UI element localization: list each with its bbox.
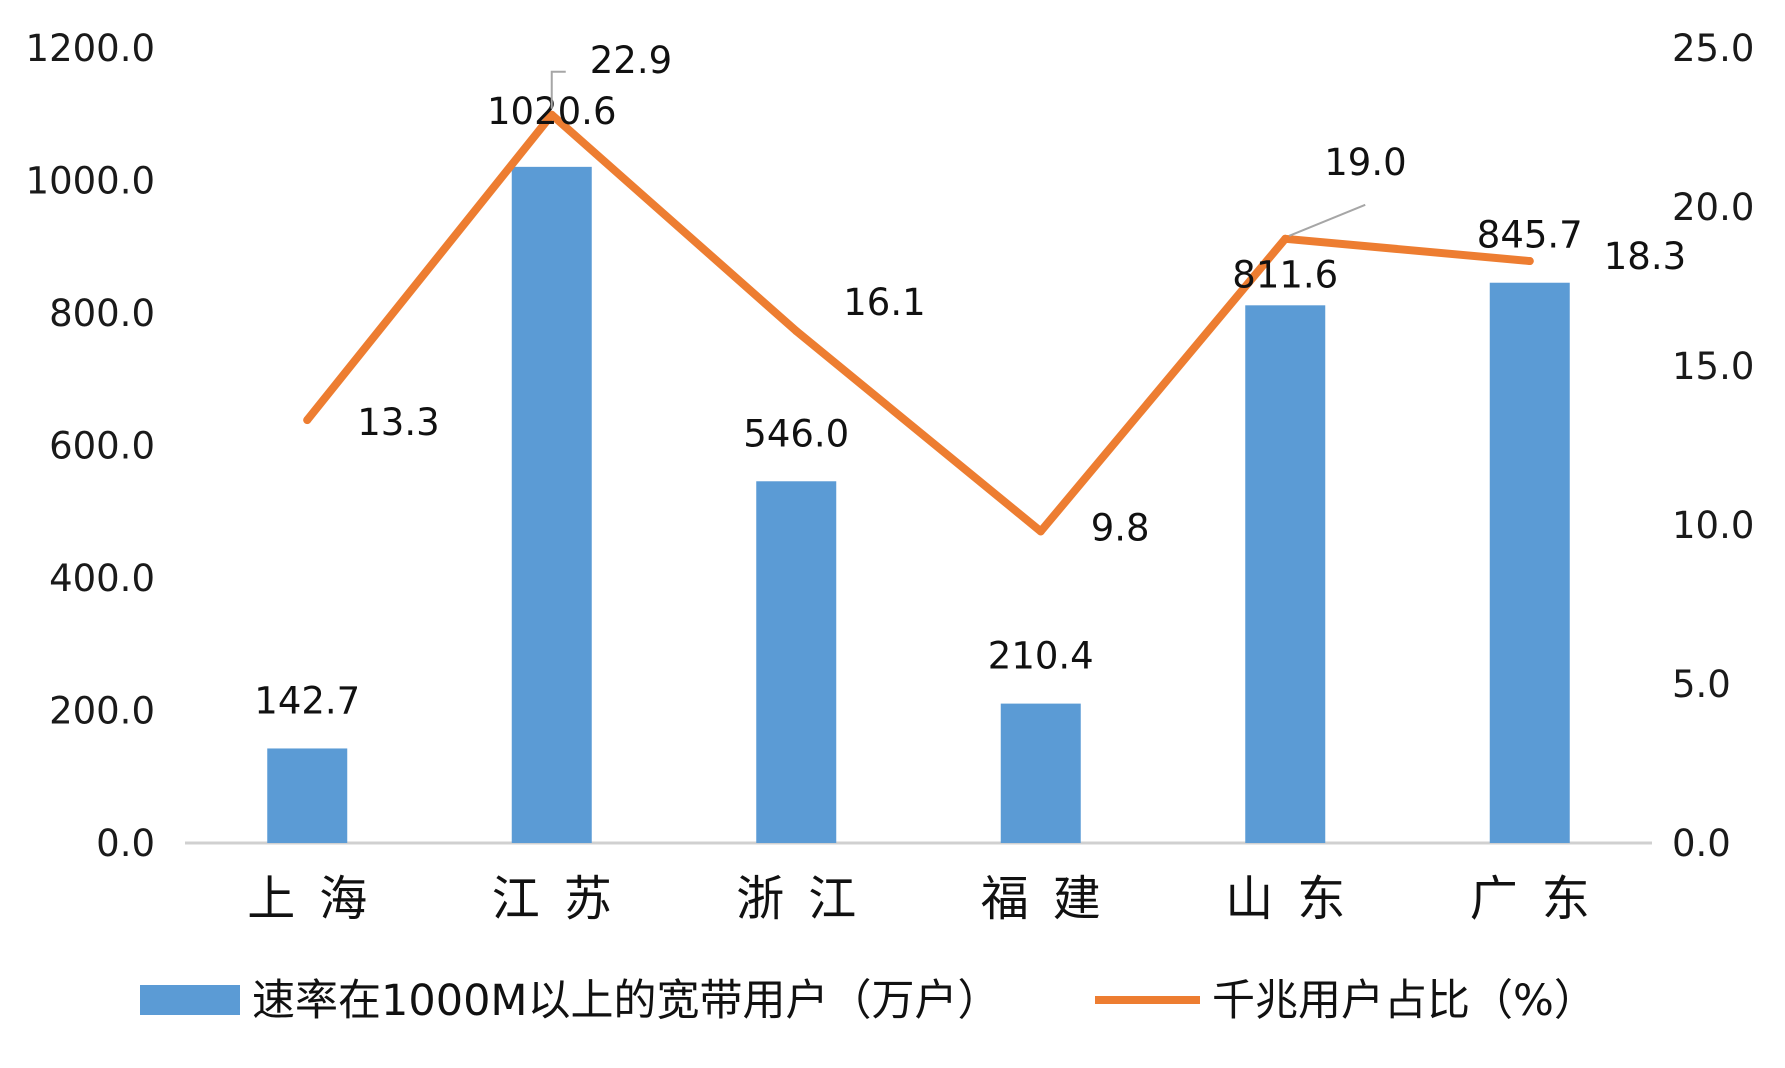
category-label: 福建 <box>981 871 1125 927</box>
leader-line <box>550 70 566 109</box>
legend-label-line: 千兆用户占比（%） <box>1212 976 1597 1026</box>
bar <box>1000 703 1081 843</box>
right-axis-tick-label: 10.0 <box>1672 504 1754 547</box>
line-point <box>1525 257 1534 266</box>
line-value-label: 16.1 <box>843 281 925 324</box>
line-point <box>547 110 556 119</box>
x-axis-categories: 上海 江苏 浙江 福建 山东 广东 <box>247 871 1614 927</box>
category-label: 浙江 <box>736 871 880 927</box>
right-y-axis: 0.0 5.0 10.0 15.0 20.0 25.0 <box>1672 27 1754 865</box>
line-series <box>303 110 1534 536</box>
bar <box>267 748 348 843</box>
bar-series <box>267 166 1570 844</box>
line-point <box>1281 234 1290 243</box>
line-path <box>303 110 1534 536</box>
bar-value-label: 210.4 <box>988 635 1094 678</box>
left-axis-tick-label: 800.0 <box>49 292 155 335</box>
line-value-label: 9.8 <box>1091 506 1150 549</box>
left-axis-tick-label: 600.0 <box>49 425 155 468</box>
bar-value-label: 811.6 <box>1232 253 1338 296</box>
legend-label-bars: 速率在1000M以上的宽带用户（万户） <box>252 976 1001 1026</box>
left-axis-tick-label: 400.0 <box>49 557 155 600</box>
legend-swatch-bars <box>140 985 240 1015</box>
line-value-label: 13.3 <box>357 401 439 444</box>
line-value-label: 18.3 <box>1604 235 1686 278</box>
bar <box>1489 282 1570 843</box>
line-point <box>303 416 312 425</box>
bar <box>1245 305 1326 843</box>
bar <box>756 481 837 843</box>
line-value-label: 19.0 <box>1324 141 1406 184</box>
left-y-axis: 0.0 200.0 400.0 600.0 800.0 1000.0 1200.0 <box>26 27 155 865</box>
category-label: 广东 <box>1470 871 1614 927</box>
bar-value-label: 845.7 <box>1477 214 1583 257</box>
category-label: 上海 <box>247 871 391 927</box>
right-axis-tick-label: 5.0 <box>1672 663 1731 706</box>
left-axis-tick-label: 200.0 <box>49 690 155 733</box>
line-point <box>792 327 801 336</box>
line-data-labels: 13.3 22.9 16.1 9.8 19.0 18.3 <box>357 39 1686 550</box>
right-axis-tick-label: 15.0 <box>1672 345 1754 388</box>
left-axis-tick-label: 1200.0 <box>26 27 155 70</box>
right-axis-tick-label: 20.0 <box>1672 186 1754 229</box>
right-axis-tick-label: 25.0 <box>1672 27 1754 70</box>
left-axis-tick-label: 1000.0 <box>26 160 155 203</box>
leader-line <box>1288 203 1366 237</box>
legend: 速率在1000M以上的宽带用户（万户） 千兆用户占比（%） <box>140 976 1597 1026</box>
line-value-label: 22.9 <box>590 39 672 82</box>
category-label: 江苏 <box>492 871 636 927</box>
right-axis-tick-label: 0.0 <box>1672 822 1731 865</box>
bar-value-label: 142.7 <box>254 679 360 722</box>
bar <box>511 166 592 844</box>
category-label: 山东 <box>1225 871 1369 927</box>
line-point <box>1036 527 1045 536</box>
left-axis-tick-label: 0.0 <box>96 822 155 865</box>
bar-value-label: 546.0 <box>743 412 849 455</box>
